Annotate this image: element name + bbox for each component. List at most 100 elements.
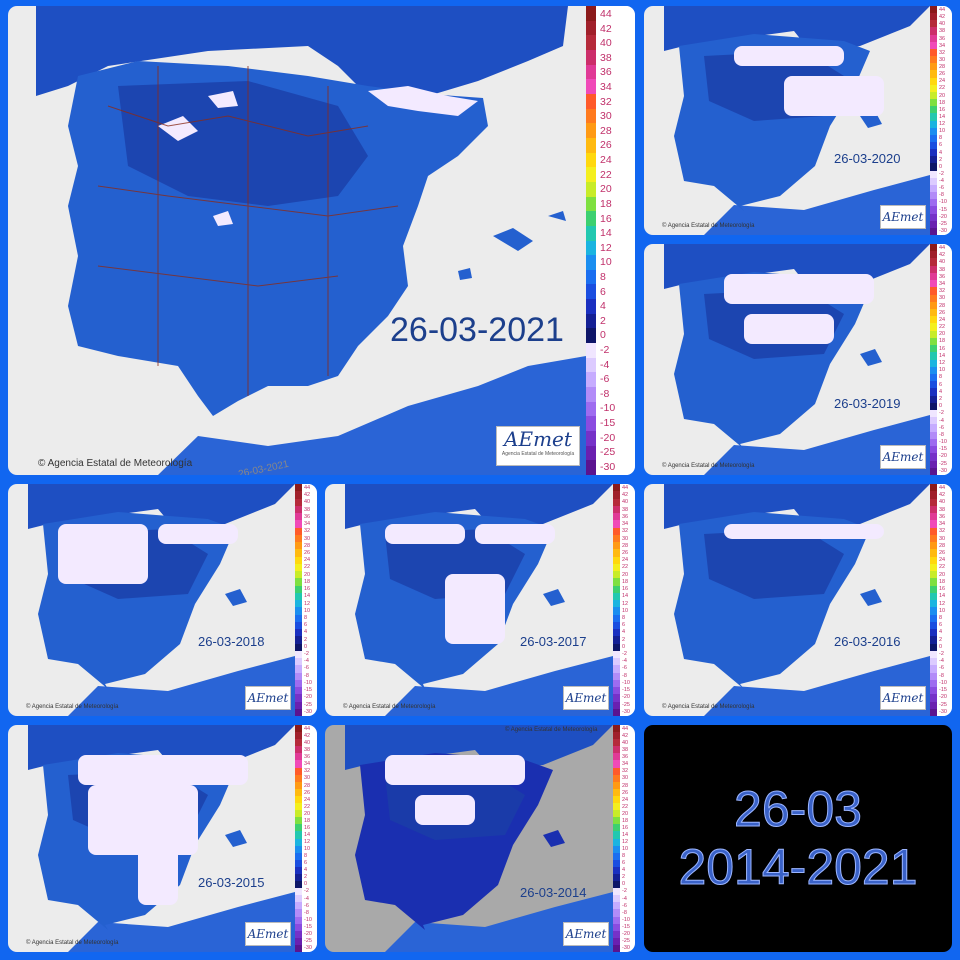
map-tile-2017: 44 42 40 38 36 34 32 30 28 26 24 22 20 18 16 14 12 10 8 6 4 2… (325, 484, 635, 716)
scale-label: -6 (939, 665, 944, 672)
scale-label: 26 (939, 549, 946, 556)
scale-label: 2 (939, 395, 943, 402)
scale-label: 6 (304, 860, 308, 867)
scale-label: 0 (304, 881, 308, 888)
scale-label: 8 (622, 853, 626, 860)
scale-label: 30 (600, 110, 612, 123)
credit-text: © Agencia Estatal de Meteorología (38, 458, 193, 469)
scale-swatch (586, 79, 596, 94)
scale-label: 24 (939, 78, 946, 85)
scale-labels: 44 42 40 38 36 34 32 30 28 26 24 22 20 18 16 14 12 10 8 6 4 2… (937, 484, 947, 716)
scale-label: 12 (939, 121, 946, 127)
scale-swatch (586, 445, 596, 461)
scale-label: 38 (939, 506, 946, 513)
scale-label: 32 (600, 95, 612, 108)
scale-label: 14 (304, 593, 311, 600)
scale-label: 8 (939, 374, 943, 381)
scale-label: 28 (939, 542, 946, 549)
scale-label: 4 (622, 867, 626, 874)
scale-label: 22 (939, 324, 946, 331)
scale-label: 20 (600, 183, 612, 196)
scale-labels: 44 42 40 38 36 34 32 30 28 26 24 22 20 18 16 14 12 10 8 6 4 2… (937, 6, 947, 235)
scale-label: 30 (304, 535, 311, 542)
map-date-label: 26-03-2020 (834, 151, 901, 166)
scale-swatch (586, 181, 596, 197)
aemet-logo: AEmet (880, 445, 926, 469)
scale-label: -30 (939, 227, 947, 234)
scale-label: -8 (939, 431, 944, 438)
scale-label: 32 (939, 288, 946, 295)
scale-label: -20 (600, 431, 616, 444)
scale-label: -10 (622, 679, 630, 686)
map-2018 (28, 484, 295, 716)
scale-label: 42 (939, 492, 946, 499)
scale-label: 0 (939, 403, 943, 410)
scale-label: 26 (939, 71, 946, 78)
temperature-scale: 44 42 40 38 36 34 32 30 28 26 24 22 20 18 16 14 12 10 8 6 4 2… (613, 484, 635, 716)
scale-label: 34 (304, 761, 311, 768)
map-date-label: 26-03-2017 (520, 634, 587, 649)
map-date-label: 26-03-2014 (520, 885, 587, 900)
temperature-scale: 44 42 40 38 36 34 32 30 28 26 24 22 20 18 16 14 12 10 8 6 4 2… (930, 484, 952, 716)
credit-text: © Agencia Estatal de Meteorología (662, 463, 755, 469)
scale-label: -25 (304, 937, 312, 944)
scale-label: -30 (939, 708, 947, 715)
scale-label: 16 (939, 586, 946, 593)
scale-label: 36 (600, 66, 612, 79)
scale-label: -15 (622, 687, 630, 694)
scale-label: 8 (600, 270, 606, 283)
scale-label: 34 (622, 521, 629, 528)
color-bar (586, 6, 596, 475)
logo-subtext: Agencia Estatal de Meteorología (501, 451, 575, 457)
snow-area (138, 845, 178, 905)
scale-label: -15 (622, 923, 630, 930)
scale-label: 14 (622, 831, 629, 838)
scale-label: 8 (304, 614, 308, 621)
scale-label: 12 (304, 839, 311, 845)
scale-label: 42 (939, 14, 946, 21)
snow-area (415, 795, 475, 825)
aemet-logo: AEmet (245, 686, 291, 710)
color-bar (295, 484, 302, 716)
scale-label: 36 (304, 754, 311, 761)
scale-label: 28 (939, 302, 946, 309)
scale-label: -10 (600, 402, 616, 415)
logo-text: AEmet (247, 691, 289, 705)
scale-swatch (586, 211, 596, 226)
scale-label: 22 (622, 803, 629, 810)
map-2019 (664, 244, 930, 475)
aemet-logo: AEmet (880, 686, 926, 710)
snow-area (385, 524, 465, 544)
scale-swatch (586, 6, 596, 21)
scale-label: -8 (622, 672, 627, 679)
scale-swatch (586, 343, 596, 358)
scale-labels: 44 42 40 38 36 34 32 30 28 26 24 22 20 18 16 14 12 10 8 6 4 2… (937, 244, 947, 475)
snow-area (744, 314, 834, 344)
scale-label: 6 (304, 622, 308, 629)
scale-label: -2 (622, 651, 627, 658)
scale-label: 42 (304, 492, 311, 499)
temperature-scale: 44 42 40 38 36 34 32 30 28 26 24 22 20 18 16 14 12 10 8 6 4 2… (586, 6, 635, 475)
scale-label: -8 (939, 672, 944, 679)
color-bar (930, 484, 937, 716)
map-2016 (664, 484, 930, 716)
scale-swatch (586, 49, 596, 65)
scale-label: 6 (939, 622, 943, 629)
map-tile-2014: 44 42 40 38 36 34 32 30 28 26 24 22 20 18 16 14 12 10 8 6 4 2… (325, 725, 635, 952)
scale-label: 2 (939, 156, 943, 163)
scale-label: 4 (600, 300, 606, 313)
scale-label: 14 (304, 831, 311, 838)
snow-area (78, 755, 248, 785)
scale-labels: 44 42 40 38 36 34 32 30 28 26 24 22 20 18 16 14 12 10 8 6 4 2… (302, 725, 312, 952)
scale-label: 32 (304, 768, 311, 775)
scale-label: 8 (622, 614, 626, 621)
scale-label: 34 (939, 521, 946, 528)
scale-label: 38 (304, 747, 311, 754)
scale-label: 26 (304, 549, 311, 556)
credit-text: © Agencia Estatal de Meteorología (343, 704, 436, 710)
scale-label: -30 (622, 944, 630, 951)
scale-swatch (586, 313, 596, 329)
scale-label: -25 (939, 460, 947, 467)
snow-area (734, 46, 844, 66)
map-date-label: 26-03-2015 (198, 875, 265, 890)
